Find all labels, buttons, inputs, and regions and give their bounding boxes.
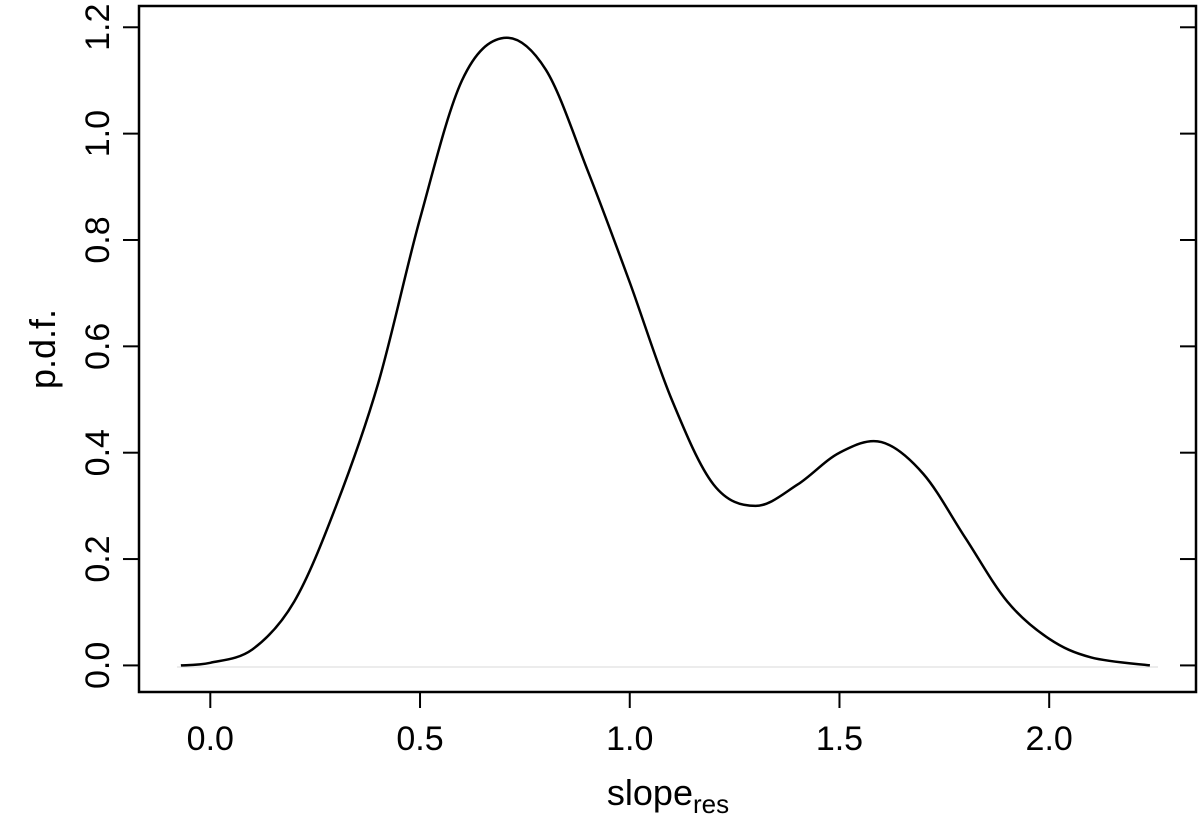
x-axis-title-main: slope: [607, 772, 693, 813]
y-tick-label: 1.2: [79, 4, 117, 51]
plot-frame: [137, 4, 1198, 694]
x-tick-label: 0.0: [187, 720, 234, 758]
x-tick-label: 1.5: [816, 720, 863, 758]
x-tick-label: 1.0: [606, 720, 653, 758]
x-tick-label: 0.5: [396, 720, 443, 758]
y-axis-ticks: 0.0 0.2 0.4 0.6 0.8 1.0 1.2: [79, 4, 1196, 689]
y-tick-label: 0.8: [79, 216, 117, 263]
x-tick-label: 2.0: [1026, 720, 1073, 758]
y-tick-label: 0.4: [79, 429, 117, 476]
y-tick-label: 0.0: [79, 642, 117, 689]
y-tick-label: 1.0: [79, 110, 117, 157]
series-line: [180, 36, 1151, 667]
x-axis-title: sloperes: [607, 772, 729, 814]
x-axis-ticks: 0.0 0.5 1.0 1.5 2.0: [187, 692, 1073, 758]
y-tick-label: 0.2: [79, 535, 117, 582]
y-tick-label: 0.6: [79, 323, 117, 370]
x-axis-title-subscript: res: [693, 789, 729, 814]
y-axis-title: p.d.f.: [22, 309, 63, 389]
